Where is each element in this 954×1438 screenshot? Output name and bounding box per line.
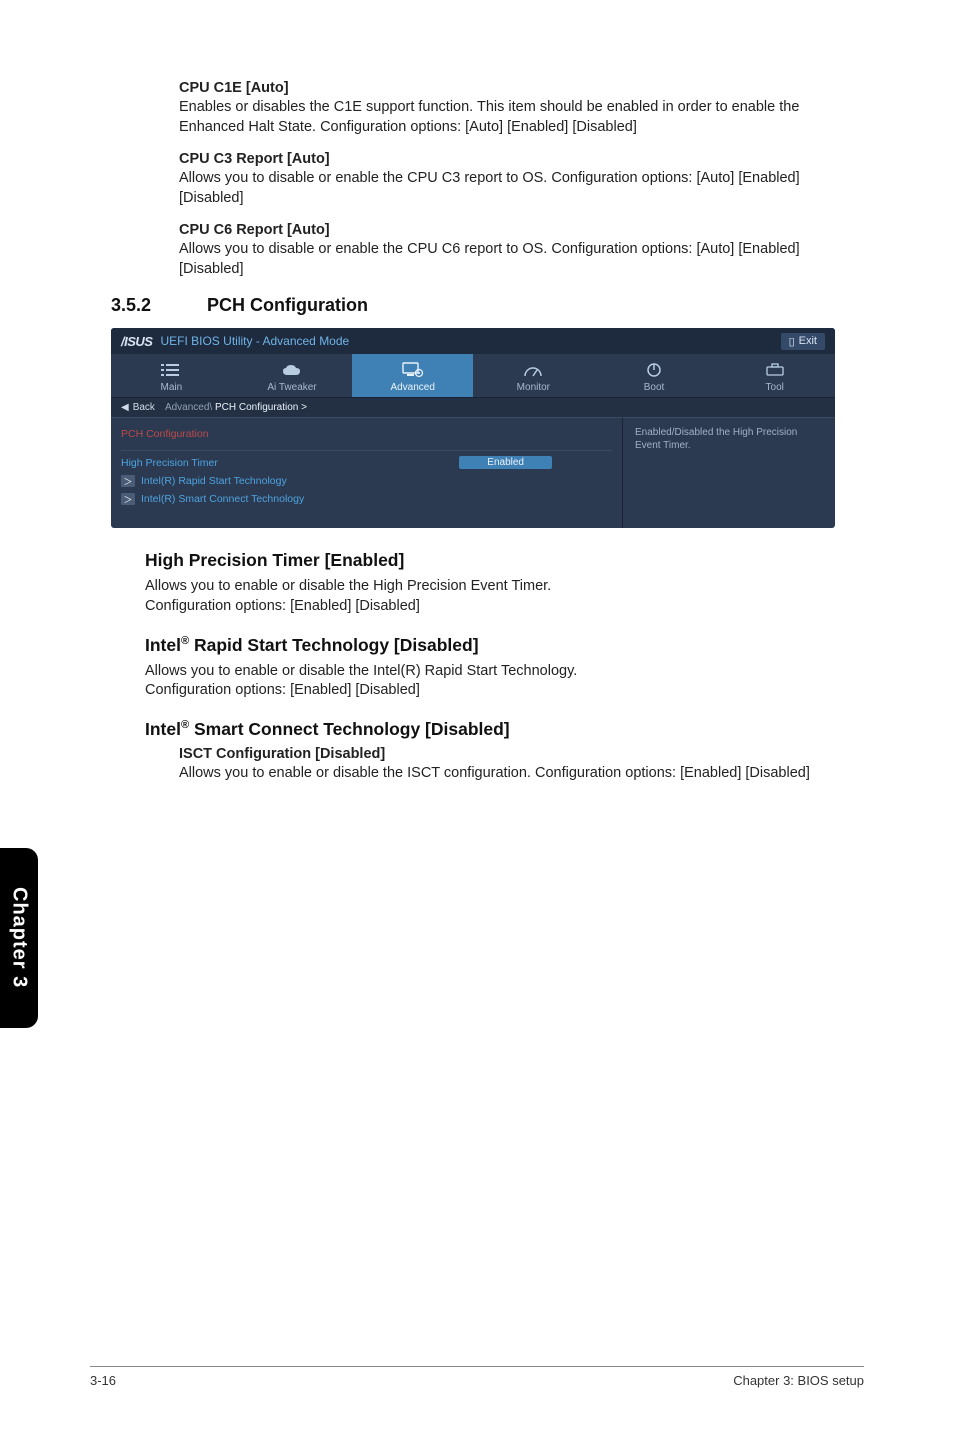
cpu-c1e-text: Enables or disables the C1E support func…	[179, 98, 864, 137]
tab-main-label: Main	[111, 382, 232, 393]
asus-logo: /ISUS	[121, 334, 152, 349]
rapid-start-nav[interactable]: ＞ Intel(R) Rapid Start Technology	[121, 472, 612, 490]
hpt-line2: Configuration options: [Enabled] [Disabl…	[145, 597, 864, 617]
tab-advanced[interactable]: Advanced	[352, 354, 473, 397]
tab-tool[interactable]: Tool	[714, 354, 835, 397]
rapid-line2: Configuration options: [Enabled] [Disabl…	[145, 681, 864, 701]
help-text: Enabled/Disabled the High Precision Even…	[623, 418, 835, 528]
tab-ai-tweaker[interactable]: Ai Tweaker	[232, 354, 353, 397]
back-arrow-icon: ◀	[121, 402, 129, 413]
list-icon	[111, 360, 232, 380]
bios-title: UEFI BIOS Utility - Advanced Mode	[160, 334, 349, 348]
cpu-c6-heading: CPU C6 Report [Auto]	[179, 222, 864, 238]
chapter-side-tab: Chapter 3	[0, 848, 38, 1028]
hpt-heading: High Precision Timer [Enabled]	[145, 550, 864, 571]
hpt-line1: Allows you to enable or disable the High…	[145, 577, 864, 597]
isct-text: Allows you to enable or disable the ISCT…	[179, 764, 864, 784]
smart-heading: Intel® Smart Connect Technology [Disable…	[145, 719, 864, 740]
page-number: 3-16	[90, 1373, 116, 1388]
section-number: 3.5.2	[111, 295, 207, 316]
isct-heading: ISCT Configuration [Disabled]	[179, 746, 864, 762]
cpu-c6-text: Allows you to disable or enable the CPU …	[179, 240, 864, 279]
tab-advanced-label: Advanced	[352, 382, 473, 393]
gauge-icon	[473, 360, 594, 380]
tab-ai-label: Ai Tweaker	[232, 382, 353, 393]
power-icon	[594, 360, 715, 380]
back-label: Back	[133, 402, 155, 413]
high-precision-timer-row[interactable]: High Precision Timer Enabled	[121, 453, 612, 472]
hpt-value[interactable]: Enabled	[459, 456, 552, 469]
tab-tool-label: Tool	[714, 382, 835, 393]
smart-connect-label: Intel(R) Smart Connect Technology	[141, 493, 304, 505]
smart-connect-nav[interactable]: ＞ Intel(R) Smart Connect Technology	[121, 490, 612, 508]
cpu-c3-text: Allows you to disable or enable the CPU …	[179, 169, 864, 208]
hpt-label: High Precision Timer	[121, 457, 459, 469]
cloud-icon	[232, 360, 353, 380]
rapid-start-label: Intel(R) Rapid Start Technology	[141, 475, 287, 487]
cpu-c3-heading: CPU C3 Report [Auto]	[179, 151, 864, 167]
bios-screenshot: /ISUS UEFI BIOS Utility - Advanced Mode …	[111, 328, 835, 528]
back-button[interactable]: ◀ Back	[121, 402, 155, 413]
section-title: PCH Configuration	[207, 295, 368, 316]
tab-boot-label: Boot	[594, 382, 715, 393]
toolbox-icon	[714, 360, 835, 380]
breadcrumb-path: Advanced\	[165, 402, 212, 413]
chapter-footer: Chapter 3: BIOS setup	[733, 1373, 864, 1388]
tab-main[interactable]: Main	[111, 354, 232, 397]
exit-icon: ▯	[789, 335, 795, 348]
rapid-line1: Allows you to enable or disable the Inte…	[145, 662, 864, 682]
exit-label: Exit	[799, 335, 817, 347]
chevron-right-icon: ＞	[121, 475, 135, 487]
monitor-gear-icon	[352, 360, 473, 380]
cpu-c1e-heading: CPU C1E [Auto]	[179, 80, 864, 96]
pch-config-label: PCH Configuration	[121, 424, 612, 451]
tab-monitor-label: Monitor	[473, 382, 594, 393]
tab-boot[interactable]: Boot	[594, 354, 715, 397]
chapter-side-label: Chapter 3	[8, 887, 31, 988]
tab-monitor[interactable]: Monitor	[473, 354, 594, 397]
rapid-heading: Intel® Rapid Start Technology [Disabled]	[145, 635, 864, 656]
breadcrumb-current: PCH Configuration >	[215, 402, 307, 413]
chevron-right-icon: ＞	[121, 493, 135, 505]
exit-button[interactable]: ▯ Exit	[781, 333, 825, 350]
